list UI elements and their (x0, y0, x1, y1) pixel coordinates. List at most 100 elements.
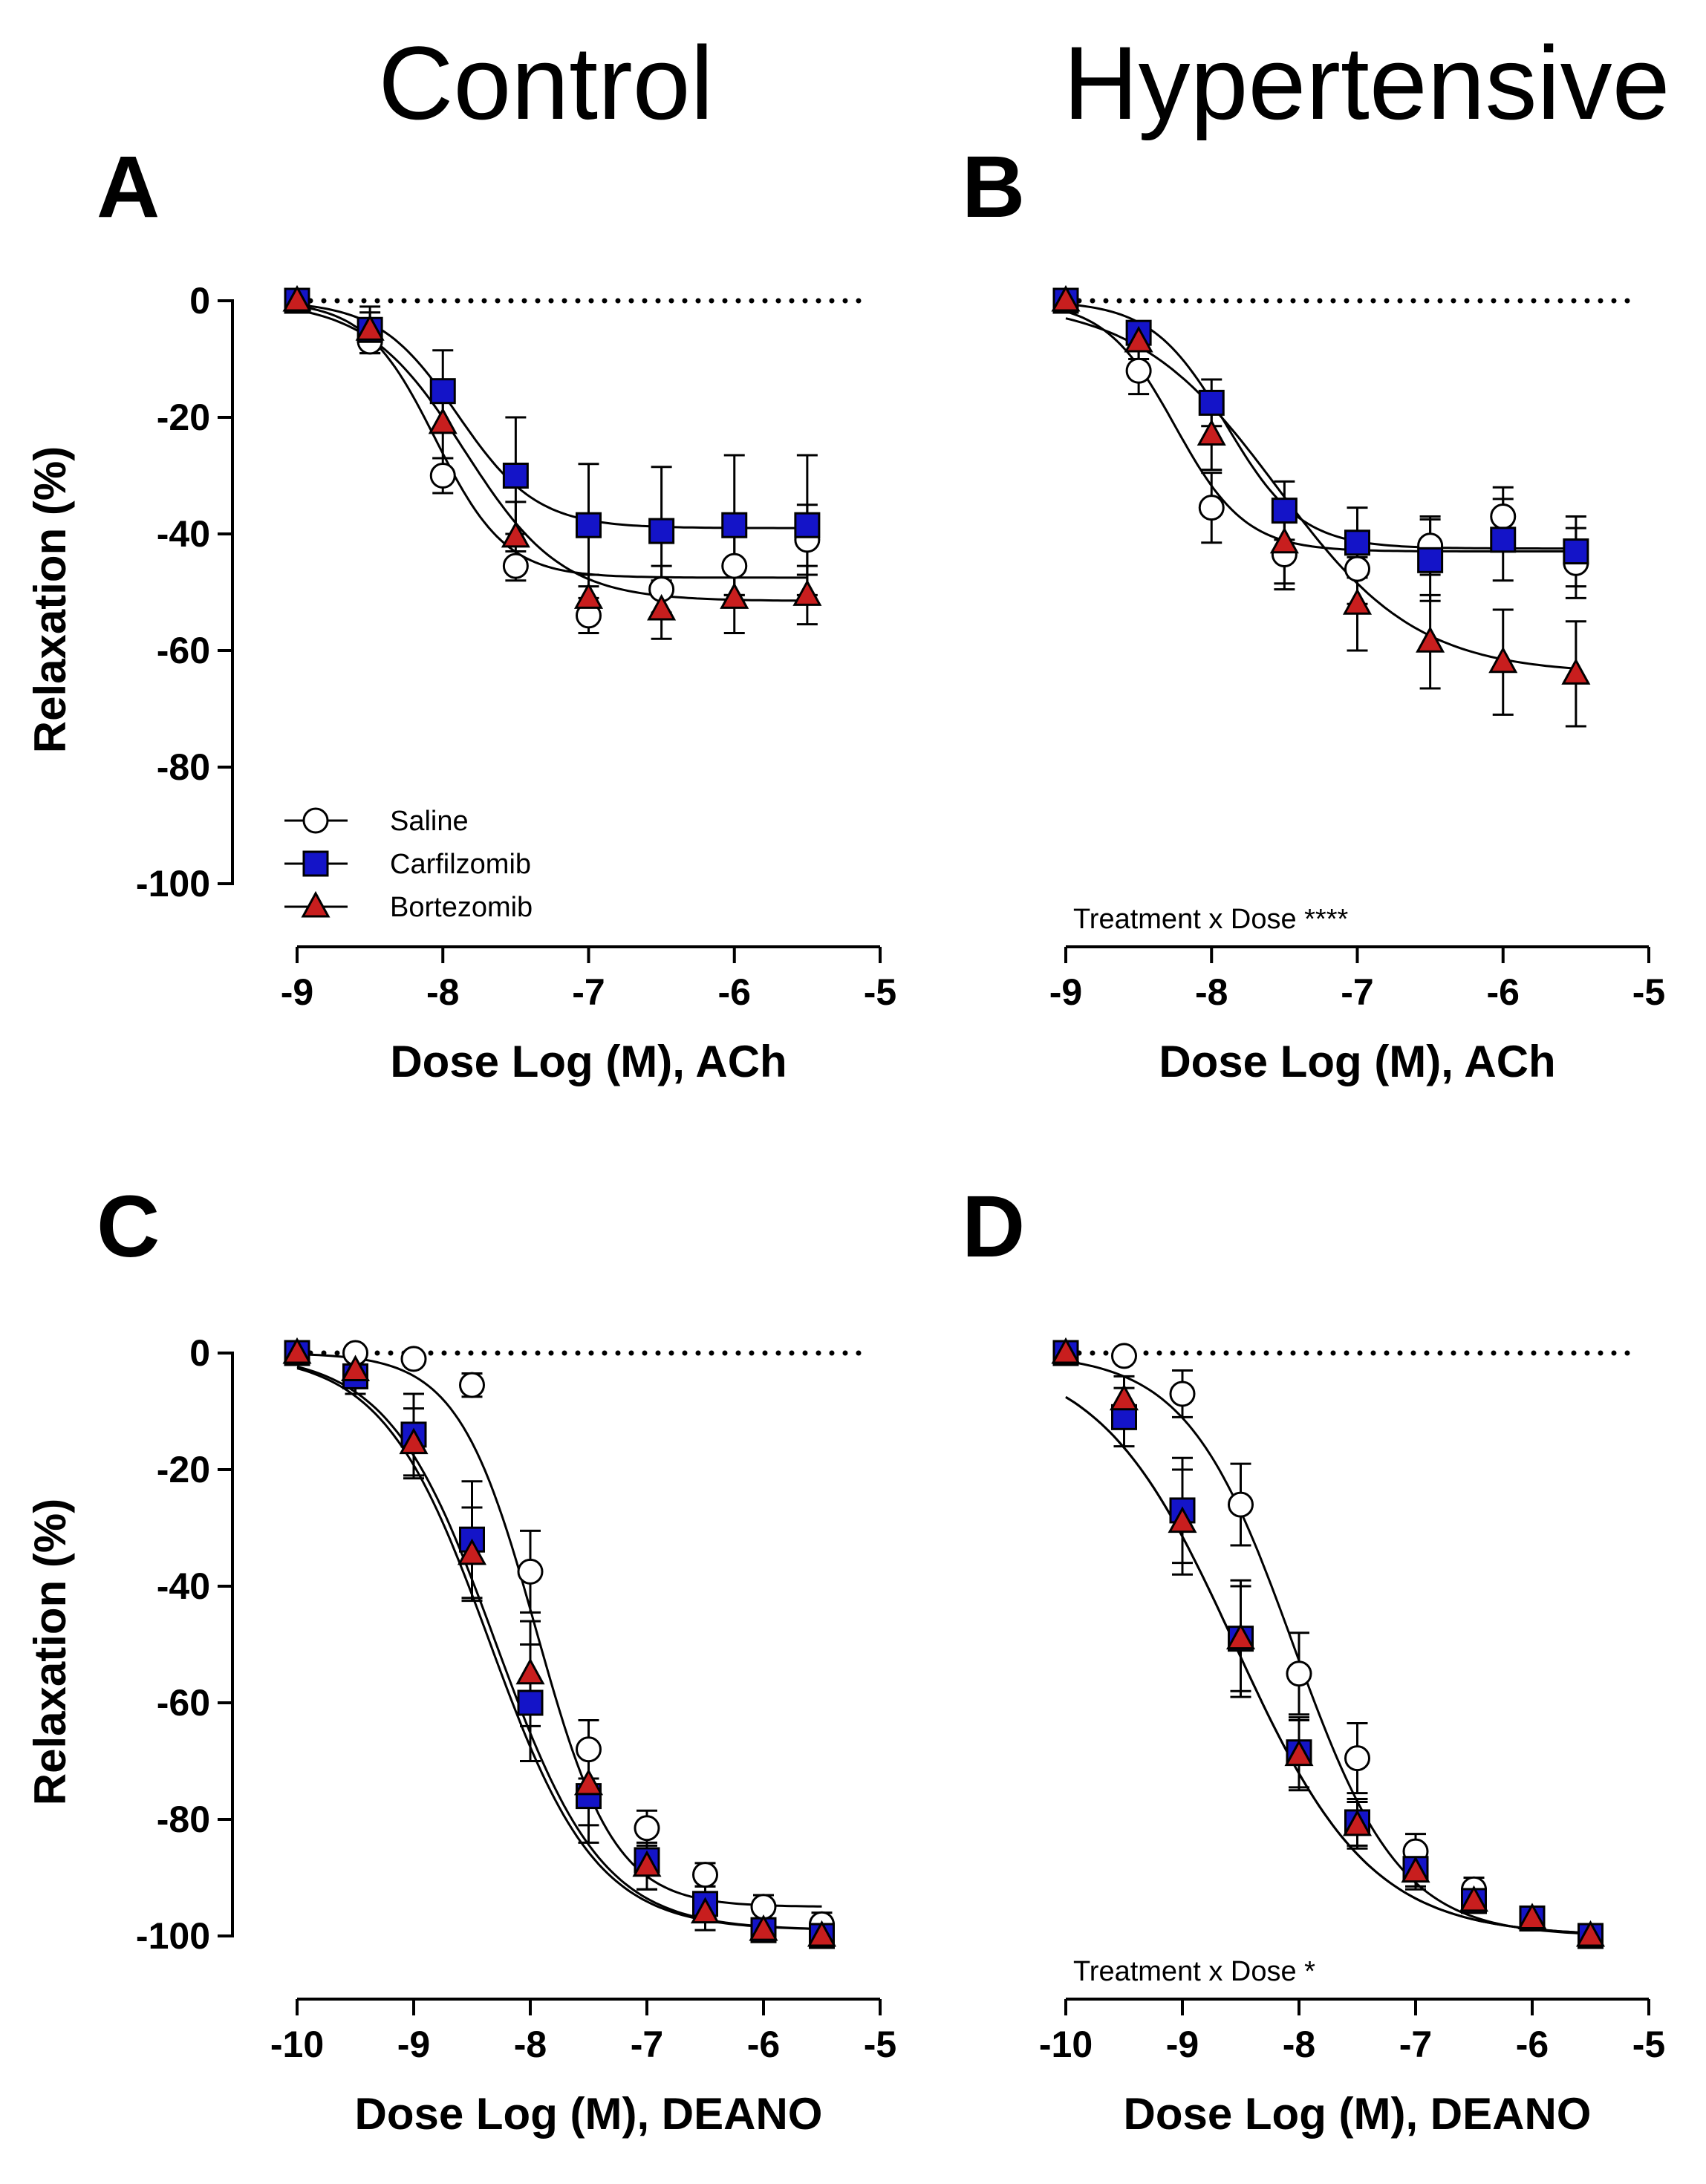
panel-a-x-tick-label-2: -7 (572, 971, 605, 1013)
panel-d-saline-point-5 (1344, 1745, 1370, 1772)
panel-c-bortezomib-point-4 (515, 1657, 545, 1685)
panel-a-saline-fit-curve (296, 304, 807, 579)
panel-b-saline-point-1 (1125, 357, 1152, 384)
panel-c-bortezomib-point-2 (399, 1427, 429, 1455)
panel-d-bortezomib-point-5 (1342, 1809, 1373, 1836)
panel-a-x-tick-label-3: -6 (718, 971, 751, 1013)
panel-b-bortezomib-point-2 (1197, 419, 1226, 446)
panel-d-x-tick-label-5: -5 (1632, 2024, 1665, 2065)
panel-a-y-tick-label-4: -80 (157, 746, 210, 788)
panel-d-x-tick-label-0: -10 (1039, 2024, 1093, 2065)
panel-c-y-tick-label-3: -60 (157, 1682, 210, 1724)
panel-letter-a: A (97, 138, 160, 236)
panel-a-carfilzomib-point-4 (576, 512, 602, 538)
panel-b-x-axis-title: Dose Log (M), ACh (1159, 1037, 1555, 1086)
panel-b-x-tick-label-1: -8 (1195, 971, 1228, 1013)
panel-d-saline-fit-curve (1065, 1360, 1591, 1935)
panel-d-x-tick-label-3: -7 (1399, 2024, 1432, 2065)
panel-a-x-tick-label-0: -9 (281, 971, 313, 1013)
panel-a-legend-label-bortezomib: Bortezomib (390, 892, 533, 923)
panel-d-x-tick-label-4: -6 (1516, 2024, 1549, 2065)
panel-a-x-axis-title: Dose Log (M), ACh (390, 1037, 787, 1086)
panel-b-bortezomib-point-3 (1269, 527, 1299, 554)
panel-a-legend-marker-saline (302, 807, 329, 834)
panel-a-bortezomib-point-7 (792, 579, 822, 606)
panel-a-plot: 0 -20 -40 -60 -80 -100 Relaxation (%) -9 -8 -7 -6 -… (25, 280, 896, 1086)
panel-d-bortezomib-point-7 (1459, 1885, 1489, 1912)
panel-c-x-tick-label-2: -8 (514, 2024, 547, 2065)
panel-a-bortezomib-point-1 (355, 314, 385, 341)
panel-b-saline-point-2 (1198, 495, 1225, 521)
panel-d-annotation: Treatment x Dose * (1073, 1956, 1315, 1987)
panel-d-bortezomib-point-0 (1051, 1337, 1081, 1364)
panel-a-y-tick-label-5: -100 (136, 863, 210, 904)
panel-c-carfilzomib-point-4 (517, 1689, 544, 1716)
panel-b-bortezomib-point-4 (1342, 588, 1373, 615)
panel-b-carfilzomib-point-3 (1271, 498, 1298, 524)
panel-d-carfilzomib-fit-curve (1065, 1396, 1591, 1934)
panel-c-saline-point-3 (459, 1372, 485, 1398)
panel-d-bortezomib-point-8 (1517, 1903, 1547, 1929)
panel-d-bortezomib-fit-curve (1065, 1396, 1591, 1934)
panel-d-saline-point-3 (1228, 1491, 1254, 1518)
panel-a-bortezomib-point-0 (282, 284, 312, 312)
panel-c-saline-point-4 (517, 1558, 544, 1585)
panel-letter-d: D (962, 1178, 1025, 1276)
panel-c-y-axis-title: Relaxation (%) (25, 1499, 75, 1805)
panel-d-bortezomib-point-1 (1109, 1383, 1139, 1411)
panel-a-carfilzomib-point-7 (794, 512, 821, 538)
panel-a-bortezomib-point-6 (720, 582, 749, 609)
panel-c-y-tick-label-5: -100 (136, 1915, 210, 1957)
panel-c-bortezomib-point-5 (573, 1768, 604, 1796)
panel-a-saline-point-2 (429, 463, 456, 489)
panel-b-annotation: Treatment x Dose **** (1073, 904, 1349, 935)
panel-c-saline-point-2 (400, 1346, 427, 1372)
panel-a-legend-marker-bortezomib (301, 890, 331, 918)
panel-b-saline-point-4 (1344, 555, 1370, 582)
panel-a-bortezomib-point-3 (501, 521, 530, 548)
panel-c-bortezomib-point-3 (457, 1538, 487, 1565)
panel-d-bortezomib-point-4 (1284, 1739, 1314, 1767)
panel-letter-b: B (962, 138, 1025, 236)
panel-c-bortezomib-point-1 (340, 1355, 371, 1382)
panel-b-bortezomib-point-5 (1416, 626, 1445, 653)
panel-a-x-tick-label-1: -8 (426, 971, 459, 1013)
panel-a-y-axis-title: Relaxation (%) (25, 446, 75, 753)
panel-a-y-tick-label-3: -60 (157, 630, 210, 671)
panel-d-bortezomib-point-3 (1225, 1623, 1256, 1650)
panel-a-bortezomib-point-4 (573, 582, 604, 609)
panel-b-x-tick-label-3: -6 (1487, 971, 1520, 1013)
panel-b-saline-point-6 (1490, 503, 1517, 529)
panel-a-carfilzomib-point-5 (648, 518, 675, 544)
panel-c-saline-point-7 (692, 1862, 718, 1888)
panel-b-bortezomib-point-6 (1488, 646, 1518, 674)
panel-d-bortezomib-point-2 (1168, 1506, 1197, 1533)
panel-c-bortezomib-point-0 (282, 1337, 312, 1364)
panel-c-saline-point-5 (576, 1736, 602, 1763)
panel-b-carfilzomib-point-4 (1344, 529, 1370, 556)
panel-b-carfilzomib-point-2 (1198, 389, 1225, 416)
panel-d-x-tick-label-1: -9 (1166, 2024, 1199, 2065)
panel-b-carfilzomib-point-7 (1563, 538, 1589, 565)
panel-d-bortezomib-point-6 (1401, 1856, 1430, 1883)
panel-b-bortezomib-fit-curve (1065, 317, 1577, 670)
panel-c-bortezomib-fit-curve (296, 1365, 822, 1930)
panel-c-y-tick-label-0: 0 (189, 1332, 210, 1374)
panel-c-carfilzomib-fit-curve (296, 1367, 822, 1931)
panel-a-legend-label-saline: Saline (390, 806, 469, 837)
panel-d-saline-point-4 (1286, 1660, 1312, 1687)
panel-a-saline-point-6 (721, 552, 748, 579)
panel-a-x-tick-label-4: -5 (864, 971, 896, 1013)
panel-d-saline-point-2 (1169, 1381, 1196, 1407)
panel-a-saline-point-3 (502, 552, 529, 579)
panel-b-bortezomib-point-0 (1051, 284, 1081, 312)
panel-c-bortezomib-point-6 (632, 1850, 662, 1877)
panel-c-bortezomib-point-9 (807, 1920, 837, 1947)
panel-b-bortezomib-point-1 (1124, 325, 1153, 353)
panel-b-carfilzomib-point-6 (1490, 527, 1517, 553)
panel-c-x-axis-title: Dose Log (M), DEANO (355, 2089, 823, 2139)
column-title-control: Control (378, 25, 713, 141)
panel-d-x-tick-label-2: -8 (1283, 2024, 1315, 2065)
panel-a-y-tick-label-0: 0 (189, 280, 210, 322)
panel-b-bortezomib-point-7 (1561, 658, 1591, 685)
